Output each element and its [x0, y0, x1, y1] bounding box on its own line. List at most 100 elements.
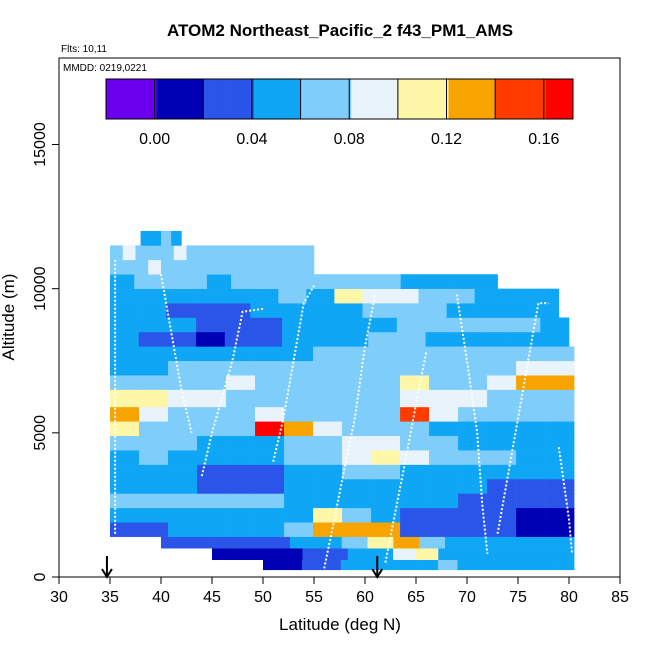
heatmap-cell	[458, 507, 488, 523]
heatmap-cell	[290, 536, 317, 549]
heatmap-cell	[168, 493, 198, 509]
colorbar-segment	[320, 79, 325, 119]
heatmap-cell	[473, 274, 498, 289]
heatmap-cell	[313, 346, 343, 362]
flight-track	[323, 294, 377, 569]
colorbar-segment	[502, 79, 508, 119]
heatmap-cell	[167, 317, 197, 333]
colorbar-segment	[222, 79, 228, 119]
heatmap-cell	[110, 259, 124, 275]
x-tick-label: 60	[356, 589, 374, 606]
heatmap-cell	[224, 245, 238, 261]
heatmap-cell	[371, 522, 401, 537]
heatmap-cell	[502, 288, 532, 304]
heatmap-cell	[528, 548, 552, 560]
heatmap-cell	[342, 360, 372, 376]
heatmap-cell	[342, 464, 372, 480]
heatmap-cell	[110, 346, 140, 362]
heatmap-cell	[487, 450, 517, 465]
heatmap-cell	[458, 522, 488, 537]
heatmap-cell	[458, 435, 488, 451]
heatmap-cell	[110, 331, 139, 347]
heatmap-cell	[275, 259, 289, 275]
colorbar-segment	[471, 79, 477, 119]
heatmap-cell	[199, 259, 213, 275]
heatmap-cell	[352, 274, 377, 289]
x-tick-label: 75	[509, 589, 527, 606]
heatmap-cell	[171, 231, 182, 246]
heatmap-cell	[226, 346, 256, 362]
heatmap-cell	[429, 360, 459, 376]
heatmap-cell	[487, 346, 517, 362]
heatmap-cell	[139, 389, 169, 408]
heatmap-cell	[237, 245, 251, 261]
heatmap-cell	[429, 389, 459, 408]
heatmap-cell	[168, 435, 198, 451]
heatmap-cell	[522, 536, 549, 549]
colorbar-segment	[261, 79, 266, 119]
y-axis-label: Altitude (m)	[0, 274, 18, 361]
colorbar-segment	[195, 79, 200, 119]
heatmap-cell	[284, 507, 314, 523]
heatmap-cell	[548, 536, 575, 549]
colorbar-segment	[199, 79, 204, 119]
heatmap-cell	[425, 317, 455, 333]
heatmap-cell	[226, 522, 256, 537]
heatmap-cell	[334, 288, 363, 304]
heatmap-cell	[255, 507, 285, 523]
heatmap-cell	[250, 288, 279, 304]
heatmap-cell	[487, 464, 517, 480]
heatmap-cell	[255, 493, 285, 509]
heatmap-cell	[255, 346, 285, 362]
heatmap-cell	[253, 317, 283, 333]
heatmap-cell	[460, 548, 484, 560]
heatmap-cell	[551, 548, 575, 560]
heatmap-cell	[226, 464, 256, 480]
heatmap-cell	[530, 288, 560, 304]
heatmap-cell	[222, 303, 251, 318]
heatmap-cell	[393, 548, 416, 560]
heatmap-cell	[516, 389, 546, 408]
heatmap-cell	[255, 522, 285, 537]
heatmap-cell	[284, 478, 314, 494]
heatmap-cell	[226, 493, 256, 509]
heatmap-cell	[301, 245, 315, 261]
colorbar-segment	[549, 79, 554, 119]
heatmap-cell	[168, 406, 198, 422]
arrow-head	[101, 568, 113, 579]
colorbar-segment	[191, 79, 196, 119]
heatmap-cell	[161, 245, 175, 261]
heatmap-cell	[545, 406, 575, 422]
heatmap-cell	[429, 450, 459, 465]
heatmap-cell	[313, 507, 343, 523]
x-tick-label: 45	[203, 589, 221, 606]
heatmap-cell	[362, 303, 391, 318]
heatmap-cell	[306, 303, 335, 318]
heatmap-cell	[255, 421, 285, 437]
colorbar-segment	[456, 79, 461, 119]
x-tick-label: 35	[101, 589, 119, 606]
heatmap-cell	[446, 303, 475, 318]
heatmap-cell	[110, 507, 140, 523]
heatmap-cell	[310, 331, 340, 347]
heatmap-cell	[516, 375, 546, 390]
heatmap-cell	[371, 493, 401, 509]
colorbar-segment	[569, 79, 574, 119]
y-tick-label: 15000	[32, 122, 49, 167]
heatmap-cell	[370, 548, 394, 560]
heatmap-cell	[212, 536, 239, 549]
colorbar-segment	[160, 79, 165, 119]
heatmap-cell	[199, 245, 213, 261]
heatmap-cell	[212, 548, 235, 560]
colorbar-segment	[530, 79, 535, 119]
heatmap-cell	[415, 548, 439, 560]
heatmap-cell	[194, 288, 223, 304]
heatmap-cell	[150, 231, 162, 246]
heatmap-cell	[379, 559, 400, 571]
heatmap-cell	[400, 389, 430, 408]
heatmap-cell	[487, 507, 517, 523]
heatmap-cells	[110, 231, 575, 571]
colorbar-segment	[436, 79, 442, 119]
heatmap-cell	[284, 464, 314, 480]
heatmap-cell	[168, 450, 198, 465]
